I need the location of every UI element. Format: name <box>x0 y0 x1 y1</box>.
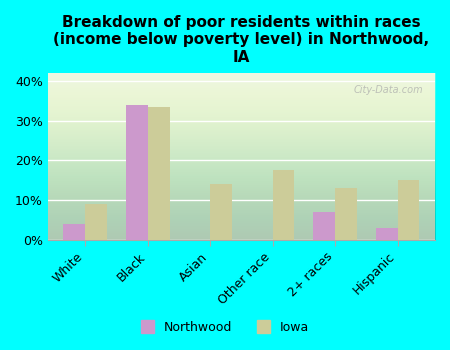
Bar <box>148 107 170 240</box>
Bar <box>313 212 335 240</box>
Text: City-Data.com: City-Data.com <box>354 85 423 95</box>
Bar <box>63 224 85 240</box>
Legend: Northwood, Iowa: Northwood, Iowa <box>135 314 315 340</box>
Bar <box>273 170 294 240</box>
Bar <box>397 180 419 240</box>
Bar <box>210 184 232 240</box>
Bar <box>376 228 397 240</box>
Bar <box>85 204 107 240</box>
Bar <box>126 105 148 240</box>
Title: Breakdown of poor residents within races
(income below poverty level) in Northwo: Breakdown of poor residents within races… <box>53 15 429 65</box>
Bar <box>335 188 357 240</box>
